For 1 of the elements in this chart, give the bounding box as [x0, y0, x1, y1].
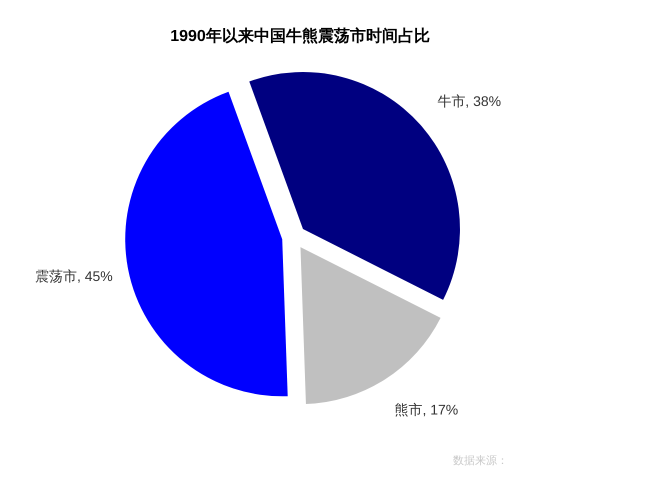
title: 1990年以来中国牛熊震荡市时间占比: [170, 28, 430, 45]
